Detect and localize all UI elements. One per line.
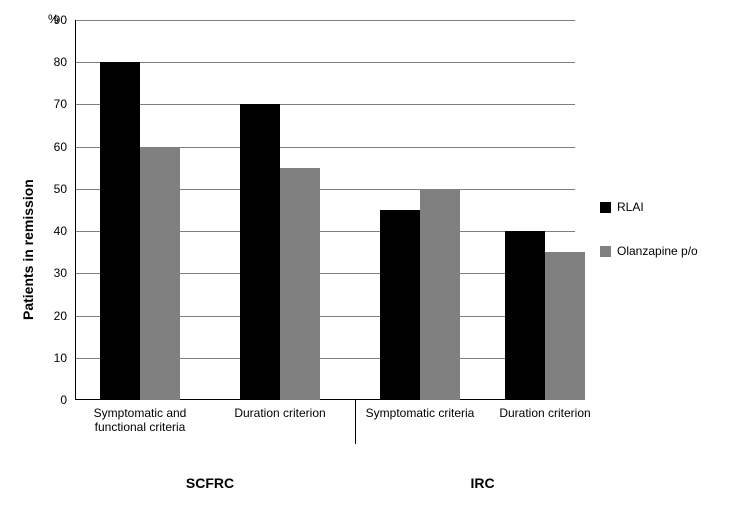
x-category-label: Duration criterion bbox=[475, 406, 615, 420]
bar bbox=[140, 147, 180, 400]
bar bbox=[240, 104, 280, 400]
legend-swatch-rlai bbox=[600, 202, 611, 213]
legend-swatch-olanzapine bbox=[600, 246, 611, 257]
y-tick-label: 90 bbox=[37, 13, 67, 27]
legend: RLAI Olanzapine p/o bbox=[600, 200, 698, 288]
y-axis-label: Patients in remission bbox=[20, 179, 36, 320]
y-tick-label: 50 bbox=[37, 182, 67, 196]
y-tick-label: 30 bbox=[37, 266, 67, 280]
bar bbox=[380, 210, 420, 400]
bar bbox=[505, 231, 545, 400]
legend-item-olanzapine: Olanzapine p/o bbox=[600, 244, 698, 258]
group-label-scfrc: SCFRC bbox=[150, 475, 270, 491]
gridline bbox=[75, 62, 575, 63]
bar bbox=[545, 252, 585, 400]
legend-label-rlai: RLAI bbox=[617, 200, 644, 214]
remission-bar-chart: Patients in remission % 0102030405060708… bbox=[0, 0, 732, 519]
y-tick-label: 70 bbox=[37, 97, 67, 111]
y-tick-label: 20 bbox=[37, 309, 67, 323]
gridline bbox=[75, 104, 575, 105]
x-category-label: Symptomatic criteria bbox=[350, 406, 490, 420]
y-tick-label: 40 bbox=[37, 224, 67, 238]
bar bbox=[420, 189, 460, 400]
x-category-label: Duration criterion bbox=[210, 406, 350, 420]
bar bbox=[100, 62, 140, 400]
y-tick-label: 0 bbox=[37, 393, 67, 407]
legend-item-rlai: RLAI bbox=[600, 200, 698, 214]
x-category-label: Symptomatic andfunctional criteria bbox=[70, 406, 210, 435]
legend-label-olanzapine: Olanzapine p/o bbox=[617, 244, 698, 258]
bar bbox=[280, 168, 320, 400]
plot-area: 0102030405060708090Symptomatic andfuncti… bbox=[75, 20, 575, 400]
y-tick-label: 80 bbox=[37, 55, 67, 69]
group-divider bbox=[355, 400, 356, 444]
y-axis bbox=[75, 20, 76, 400]
y-tick-label: 10 bbox=[37, 351, 67, 365]
gridline bbox=[75, 20, 575, 21]
group-label-irc: IRC bbox=[423, 475, 543, 491]
y-tick-label: 60 bbox=[37, 140, 67, 154]
